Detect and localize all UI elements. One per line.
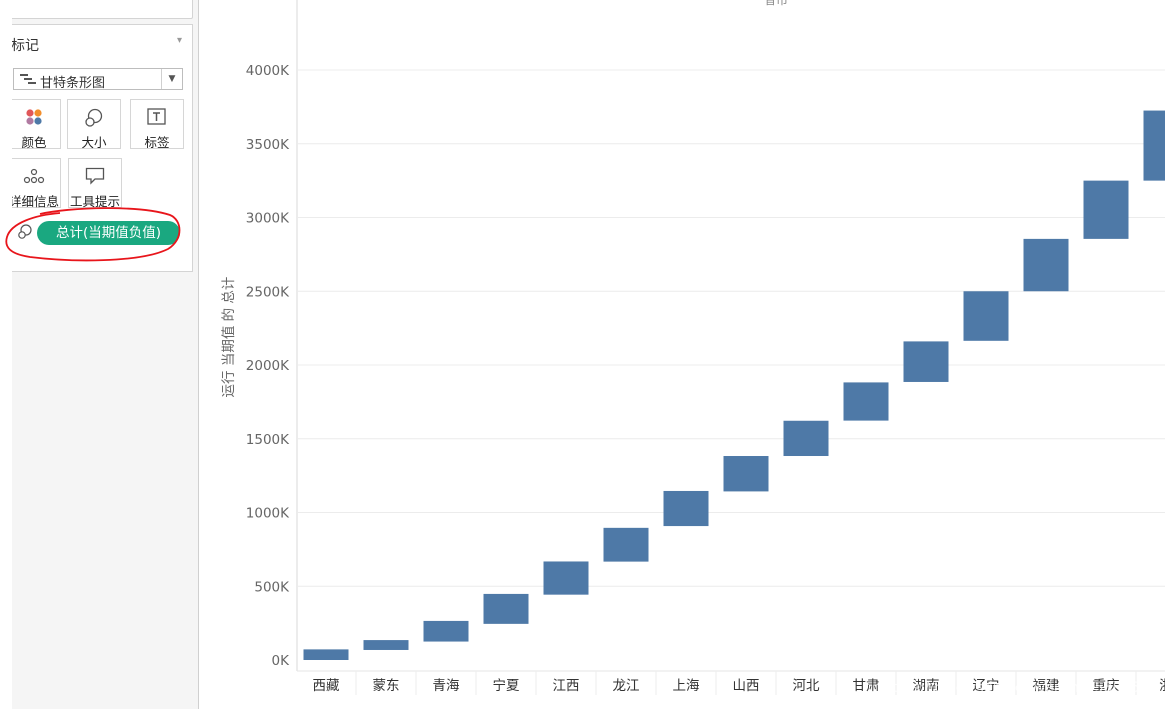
x-tick-label: 福建	[1033, 678, 1060, 694]
x-tick-label: 湖南	[913, 678, 940, 694]
x-tick-label: 甘肃	[853, 678, 880, 694]
y-tick-label: 500K	[254, 579, 290, 595]
y-tick-label: 4000K	[246, 63, 290, 79]
x-tick-label: 上海	[673, 678, 700, 694]
marks-card: 标记 ▾ 甘特条形图 ▼ 颜色	[7, 24, 193, 272]
gantt-bar	[603, 527, 649, 562]
detail-button-label: 详细信息	[8, 194, 59, 209]
panel-divider	[198, 0, 199, 709]
gantt-bar	[1083, 180, 1129, 239]
x-tick-label: 西藏	[313, 678, 340, 694]
gantt-bar	[543, 561, 589, 595]
tooltip-button-label: 工具提示	[69, 194, 120, 209]
x-tick-label: 青海	[433, 678, 460, 694]
y-tick-label: 1500K	[246, 432, 290, 448]
label-button-label: 标签	[144, 135, 170, 150]
y-tick-label: 1000K	[246, 506, 290, 522]
marks-card-title: 标记	[11, 38, 39, 54]
detail-dots-icon	[23, 168, 45, 184]
detail-button[interactable]: 详细信息	[7, 158, 61, 209]
red-annotation-circle	[5, 207, 181, 262]
gantt-icon	[20, 74, 36, 84]
size-circles-icon	[85, 108, 103, 127]
x-tick-label: 蒙东	[373, 678, 400, 694]
gantt-bar	[1143, 110, 1165, 181]
x-tick-label: 重庆	[1093, 678, 1120, 694]
gantt-bar	[423, 620, 469, 642]
x-tick-label: 浙	[1159, 678, 1165, 694]
y-tick-label: 0K	[272, 653, 291, 669]
gantt-bar	[303, 649, 349, 660]
x-tick-label: 河北	[793, 678, 821, 694]
label-t-icon	[147, 108, 166, 125]
x-tick-label: 辽宁	[973, 677, 1000, 694]
chart-title: 省市	[763, 0, 789, 7]
label-button[interactable]: 标签	[130, 99, 184, 150]
gantt-bar	[723, 456, 769, 492]
gantt-bar	[363, 640, 409, 650]
gantt-bar	[663, 490, 709, 527]
size-measure-pill[interactable]: 总计(当期值负值)	[37, 221, 180, 245]
gantt-bar	[1023, 238, 1069, 292]
mark-type-dropdown[interactable]: 甘特条形图 ▼	[13, 68, 183, 91]
gantt-bar	[903, 341, 949, 382]
left-panel: 标记 ▾ 甘特条形图 ▼ 颜色	[0, 0, 198, 709]
tooltip-button[interactable]: 工具提示	[68, 158, 122, 209]
tooltip-bubble-icon	[85, 167, 105, 185]
gantt-bar	[783, 420, 829, 457]
mark-type-label: 甘特条形图	[40, 76, 106, 91]
y-tick-label: 2500K	[246, 284, 290, 300]
y-tick-label: 2000K	[246, 358, 290, 374]
y-tick-label: 3000K	[246, 211, 290, 227]
dropdown-arrow-icon[interactable]: ▼	[161, 69, 182, 89]
gantt-bar	[963, 291, 1009, 341]
panel-edge	[0, 0, 12, 709]
size-circles-icon	[18, 224, 32, 239]
x-tick-label: 龙江	[613, 678, 640, 694]
chevron-down-icon[interactable]: ▾	[177, 35, 183, 46]
color-button-label: 颜色	[21, 135, 47, 150]
y-tick-label: 3500K	[246, 137, 290, 153]
size-button[interactable]: 大小	[67, 99, 121, 150]
color-dots-icon	[26, 109, 42, 125]
color-button[interactable]: 颜色	[7, 99, 61, 150]
x-tick-label: 江西	[553, 678, 580, 694]
x-tick-label: 山西	[733, 678, 760, 694]
gantt-bar	[483, 593, 529, 624]
size-button-label: 大小	[81, 135, 107, 150]
x-tick-label: 宁夏	[493, 677, 521, 694]
gantt-bar	[843, 382, 889, 421]
